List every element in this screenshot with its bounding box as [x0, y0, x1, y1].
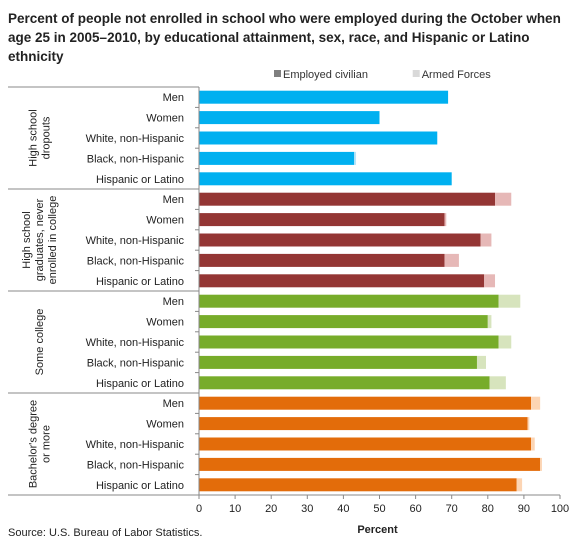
x-tick-label: 40 — [337, 503, 349, 515]
category-label: White, non-Hispanic — [86, 439, 185, 451]
bar-employed-civilian — [199, 355, 477, 369]
bar-employed-civilian — [199, 396, 532, 410]
category-label: Black, non-Hispanic — [87, 153, 185, 165]
bar-armed-forces — [444, 253, 459, 267]
x-tick-label: 100 — [551, 503, 569, 515]
bar-employed-civilian — [199, 478, 517, 492]
bar-employed-civilian — [199, 437, 532, 451]
x-tick-label: 30 — [301, 503, 313, 515]
bar-employed-civilian — [199, 417, 528, 431]
group-label-line: High school — [21, 211, 33, 268]
bar-armed-forces — [516, 478, 523, 492]
x-tick-label: 10 — [229, 503, 241, 515]
bar-employed-civilian — [199, 131, 438, 145]
bar-employed-civilian — [199, 233, 481, 247]
category-label: Women — [146, 317, 184, 329]
chart-title: Percent of people not enrolled in school… — [8, 11, 561, 64]
category-label: Hispanic or Latino — [96, 378, 184, 390]
legend-label-0: Employed civilian — [283, 69, 368, 81]
group-label-line: enrolled in college — [47, 196, 59, 285]
group-label-line: Bachelor's degree — [28, 400, 40, 488]
category-label: Hispanic or Latino — [96, 480, 184, 492]
bar-armed-forces — [354, 151, 357, 165]
category-label: Black, non-Hispanic — [87, 357, 185, 369]
bar-employed-civilian — [199, 111, 380, 125]
bar-employed-civilian — [199, 335, 499, 349]
category-label: Hispanic or Latino — [96, 174, 184, 186]
bar-armed-forces — [540, 457, 542, 471]
group-label-line: Some college — [34, 309, 46, 376]
bar-armed-forces — [476, 355, 486, 369]
source-note: Source: U.S. Bureau of Labor Statistics. — [8, 527, 203, 539]
category-label: Hispanic or Latino — [96, 276, 184, 288]
bar-armed-forces — [444, 213, 447, 227]
bar-armed-forces — [487, 315, 492, 329]
x-tick-label: 0 — [196, 503, 202, 515]
bar-employed-civilian — [199, 315, 488, 329]
bar-armed-forces — [527, 417, 530, 431]
bar-armed-forces — [489, 376, 506, 390]
bar-employed-civilian — [199, 253, 445, 267]
bar-armed-forces — [480, 233, 492, 247]
category-label: Black, non-Hispanic — [87, 255, 185, 267]
x-tick-label: 20 — [265, 503, 277, 515]
category-label: Black, non-Hispanic — [87, 459, 185, 471]
x-axis-title: Percent — [357, 524, 398, 536]
category-label: Men — [163, 194, 184, 206]
bar-employed-civilian — [199, 294, 499, 308]
bar-armed-forces — [498, 294, 521, 308]
x-tick-label: 70 — [446, 503, 458, 515]
group-label-line: or more — [41, 425, 53, 463]
x-tick-label: 50 — [373, 503, 385, 515]
bar-employed-civilian — [199, 192, 496, 206]
bar-employed-civilian — [199, 213, 445, 227]
x-tick-label: 90 — [518, 503, 530, 515]
bar-armed-forces — [498, 335, 512, 349]
category-label: Women — [146, 113, 184, 125]
category-label: White, non-Hispanic — [86, 133, 185, 145]
bar-armed-forces — [531, 437, 535, 451]
category-label: Men — [163, 398, 184, 410]
bar-armed-forces — [495, 192, 512, 206]
bar-employed-civilian — [199, 172, 452, 186]
bar-employed-civilian — [199, 274, 485, 288]
category-label: Women — [146, 419, 184, 431]
legend-swatch-1 — [412, 70, 420, 77]
bar-employed-civilian — [199, 151, 355, 165]
category-label: Men — [163, 296, 184, 308]
category-label: Women — [146, 215, 184, 227]
legend-swatch-0 — [274, 70, 281, 77]
category-label: Men — [163, 92, 184, 104]
group-label-line: High school — [28, 109, 40, 166]
group-label-line: dropouts — [41, 116, 53, 159]
category-label: White, non-Hispanic — [86, 235, 185, 247]
category-label: White, non-Hispanic — [86, 337, 185, 349]
x-tick-label: 60 — [409, 503, 421, 515]
group-label-line: graduates, never — [34, 198, 46, 281]
legend-label-1: Armed Forces — [422, 69, 492, 81]
bar-armed-forces — [531, 396, 541, 410]
bar-employed-civilian — [199, 90, 449, 104]
x-tick-label: 80 — [482, 503, 494, 515]
bar-armed-forces — [484, 274, 496, 288]
bar-employed-civilian — [199, 457, 541, 471]
bar-employed-civilian — [199, 376, 490, 390]
